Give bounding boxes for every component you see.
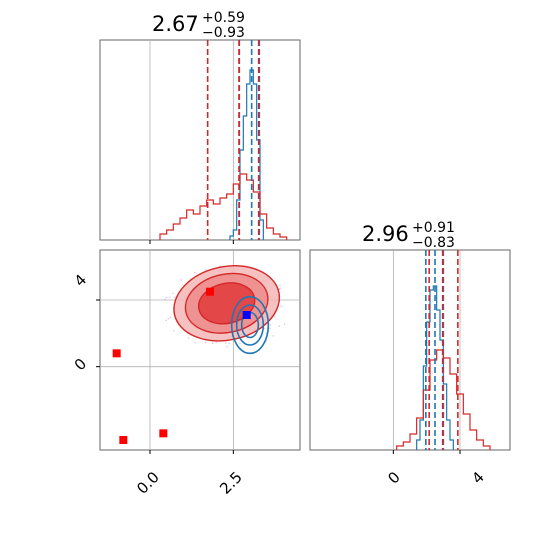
- x-tick-label-1: 4: [468, 468, 487, 487]
- marker-point-0: [206, 287, 214, 296]
- y-ticks-bottom-left: 4 0: [71, 271, 90, 374]
- scatter-sample-point: [164, 298, 166, 301]
- scatter-sample-point: [172, 329, 175, 332]
- quantiles-bottom-right: [425, 250, 459, 450]
- scatter-sample-point: [283, 323, 286, 326]
- scatter-sample-point: [273, 315, 276, 318]
- scatter-sample-point: [272, 335, 275, 337]
- title-top-left-plus: +0.59: [202, 10, 245, 26]
- title-bottom-right-plus: +0.91: [412, 220, 455, 236]
- scatter-sample-point: [279, 284, 281, 287]
- y-tick-label-0: 4: [71, 271, 90, 290]
- scatter-sample-point: [180, 279, 182, 281]
- x-ticks-bottom-right: 0 4: [384, 468, 487, 487]
- panel-top-left: 2.67 +0.59 −0.93: [99, 10, 301, 244]
- title-bottom-right: 2.96: [362, 222, 409, 246]
- x-tick-label-0: 0.0: [133, 468, 163, 498]
- marker-points: [112, 287, 251, 444]
- scatter-sample-point: [269, 323, 272, 326]
- y-tick-label-1: 0: [71, 355, 90, 374]
- scatter-sample-point: [278, 325, 281, 327]
- quantiles-top-left: [206, 40, 261, 240]
- scatter-sample-point: [280, 305, 283, 308]
- marker-point-4: [159, 429, 168, 438]
- marker-point-3: [119, 436, 128, 444]
- scatter-sample-point: [165, 319, 167, 322]
- panel-bottom-right-frame: [309, 249, 511, 451]
- title-top-left-minus: −0.93: [202, 25, 245, 41]
- scatter-sample-point: [239, 342, 241, 345]
- marker-point-1: [242, 311, 251, 319]
- scatter-sample-point: [269, 327, 271, 329]
- title-bottom-right-minus: −0.83: [412, 235, 455, 251]
- x-tick-label-1: 2.5: [216, 468, 246, 498]
- scatter-sample-point: [169, 316, 172, 319]
- scatter-sample-point: [211, 342, 214, 345]
- scatter-sample-point: [172, 292, 174, 295]
- scatter-sample-point: [167, 317, 170, 320]
- histogram-series-1: [159, 173, 288, 240]
- scatter-sample-point: [193, 271, 196, 274]
- scatter-sample-point: [168, 296, 171, 299]
- grid-bottom-left: [96, 250, 300, 454]
- x-ticks-bottom-left: 0.0 2.5: [133, 468, 246, 498]
- scatter-sample-point: [225, 342, 227, 344]
- scatter-sample-point: [205, 268, 207, 271]
- grid-bottom-right: [392, 250, 461, 454]
- x-tick-label-0: 0: [384, 468, 403, 487]
- scatter-sample-point: [215, 341, 218, 344]
- scatter-sample-point: [165, 296, 168, 299]
- contour-1-level-0: [230, 295, 270, 355]
- scatter-sample-point: [228, 342, 231, 345]
- contour-1-level-1: [235, 304, 265, 346]
- panel-bottom-right: 2.96 +0.91 −0.83 0 4: [309, 220, 511, 488]
- scatter-sample-point: [173, 296, 176, 298]
- scatter-sample-point: [226, 345, 228, 348]
- grid-top-left: [149, 40, 234, 244]
- marker-point-2: [112, 349, 121, 358]
- title-top-left: 2.67: [152, 12, 199, 36]
- scatter-sample-point: [204, 341, 207, 344]
- panel-bottom-left: 0.0 2.5 4 0: [71, 249, 301, 498]
- scatter-sample-point: [187, 337, 190, 339]
- scatter-sample-point: [194, 341, 196, 344]
- scatter-sample-point: [279, 287, 281, 290]
